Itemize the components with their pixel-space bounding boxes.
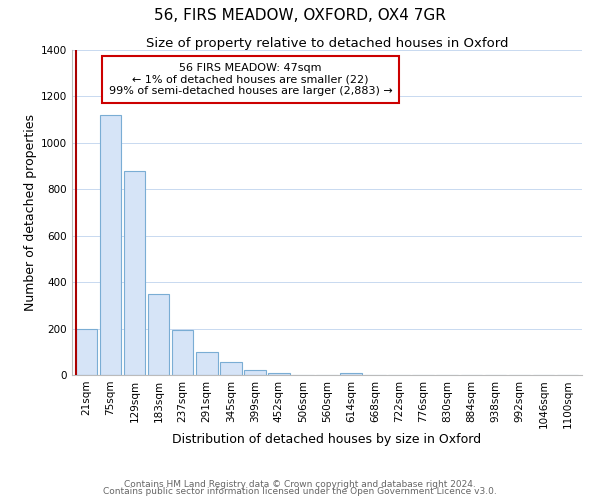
Text: Contains HM Land Registry data © Crown copyright and database right 2024.: Contains HM Land Registry data © Crown c…: [124, 480, 476, 489]
Bar: [76, 328, 97, 375]
Bar: [172, 330, 193, 375]
Bar: [220, 362, 242, 375]
Text: 56, FIRS MEADOW, OXFORD, OX4 7GR: 56, FIRS MEADOW, OXFORD, OX4 7GR: [154, 8, 446, 22]
Bar: [148, 294, 169, 375]
Text: 56 FIRS MEADOW: 47sqm
← 1% of detached houses are smaller (22)
99% of semi-detac: 56 FIRS MEADOW: 47sqm ← 1% of detached h…: [109, 63, 392, 96]
Bar: [196, 352, 218, 375]
X-axis label: Distribution of detached houses by size in Oxford: Distribution of detached houses by size …: [172, 432, 482, 446]
Bar: [268, 372, 290, 375]
Text: Contains public sector information licensed under the Open Government Licence v3: Contains public sector information licen…: [103, 487, 497, 496]
Bar: [244, 370, 266, 375]
Bar: [340, 372, 362, 375]
Title: Size of property relative to detached houses in Oxford: Size of property relative to detached ho…: [146, 37, 508, 50]
Y-axis label: Number of detached properties: Number of detached properties: [24, 114, 37, 311]
Bar: [100, 115, 121, 375]
Bar: [124, 170, 145, 375]
